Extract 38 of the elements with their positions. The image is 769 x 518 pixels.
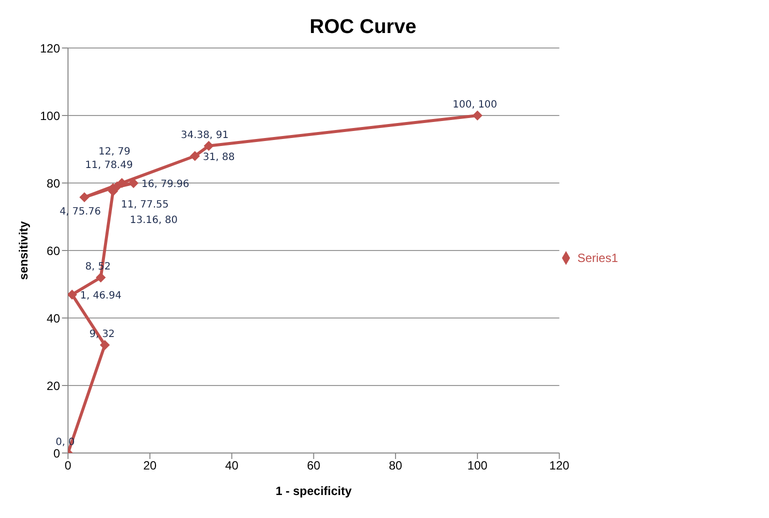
x-tick-label: 40 — [225, 458, 239, 473]
x-tick-label: 100 — [467, 458, 488, 473]
y-tick-label: 40 — [46, 311, 60, 326]
y-tick-label: 20 — [46, 378, 60, 393]
point — [79, 192, 90, 202]
y-tick-label: 80 — [46, 176, 60, 190]
point — [116, 178, 127, 188]
point — [96, 272, 106, 282]
point — [100, 340, 110, 350]
point — [68, 290, 78, 300]
point — [472, 110, 482, 120]
data-label: 100, 100 — [452, 100, 498, 110]
data-label: 4, 75.76 — [60, 206, 101, 218]
data-label: 9, 32 — [89, 329, 115, 340]
y-tick-label: 120 — [40, 41, 60, 56]
data-label: 16, 79.96 — [142, 179, 190, 190]
point — [128, 178, 139, 188]
x-tick-label: 20 — [143, 458, 157, 473]
legend-label: Series1 — [577, 250, 618, 265]
y-tick-label: 100 — [40, 108, 60, 123]
x-tick-label: 60 — [306, 458, 321, 473]
y-axis-title: sensitivity — [16, 220, 30, 280]
point — [190, 151, 200, 161]
data-label: 1, 46.94 — [80, 290, 122, 302]
x-tick-label: 0 — [64, 458, 72, 473]
data-label: 12, 79 — [98, 146, 130, 158]
data-label: 11, 78.49 — [85, 160, 133, 172]
x-tick-label: 120 — [549, 458, 570, 473]
data-label: 31, 88 — [202, 152, 235, 163]
point — [204, 140, 214, 151]
y-tick-label: 0 — [53, 446, 60, 460]
x-axis-title: 1 - specificity — [276, 484, 352, 498]
chart-title: ROC Curve — [308, 16, 418, 39]
data-label: 34.38, 91 — [180, 130, 229, 141]
y-tick-label: 60 — [46, 244, 60, 258]
data-label: 11, 77.55 — [121, 199, 169, 210]
data-label: 13.16, 80 — [130, 215, 178, 226]
x-tick-label: 80 — [388, 458, 403, 473]
